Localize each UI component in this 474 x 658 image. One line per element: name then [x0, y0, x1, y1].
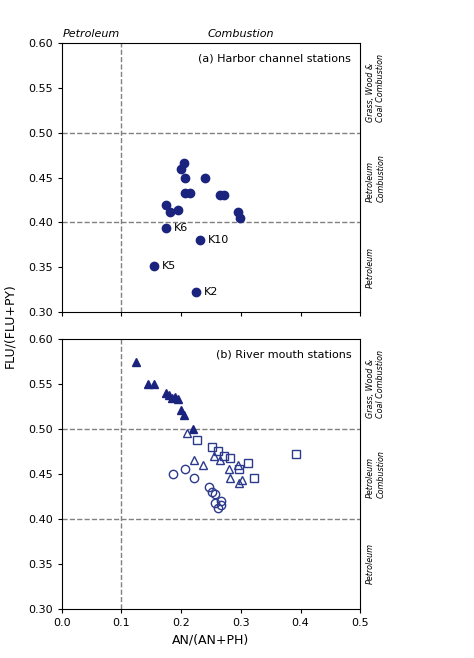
Text: K6: K6 [174, 223, 188, 233]
Text: (a) Harbor channel stations: (a) Harbor channel stations [199, 53, 351, 64]
Text: Grass, Wood &
Coal Combustion: Grass, Wood & Coal Combustion [366, 53, 385, 122]
Text: Petroleum
Combustion: Petroleum Combustion [366, 450, 385, 498]
Text: Combustion: Combustion [208, 30, 274, 39]
Text: Petroleum: Petroleum [366, 544, 375, 584]
Text: K5: K5 [162, 261, 176, 270]
Text: Petroleum: Petroleum [366, 247, 375, 288]
Text: (b) River mouth stations: (b) River mouth stations [216, 350, 351, 360]
Text: Petroleum
Combustion: Petroleum Combustion [366, 153, 385, 201]
Text: Grass, Wood &
Coal Combustion: Grass, Wood & Coal Combustion [366, 350, 385, 418]
Text: FLU/(FLU+PY): FLU/(FLU+PY) [3, 284, 16, 368]
Text: Petroleum: Petroleum [63, 30, 120, 39]
X-axis label: AN/(AN+PH): AN/(AN+PH) [173, 633, 249, 646]
Text: K10: K10 [208, 236, 229, 245]
Text: K2: K2 [204, 288, 218, 297]
